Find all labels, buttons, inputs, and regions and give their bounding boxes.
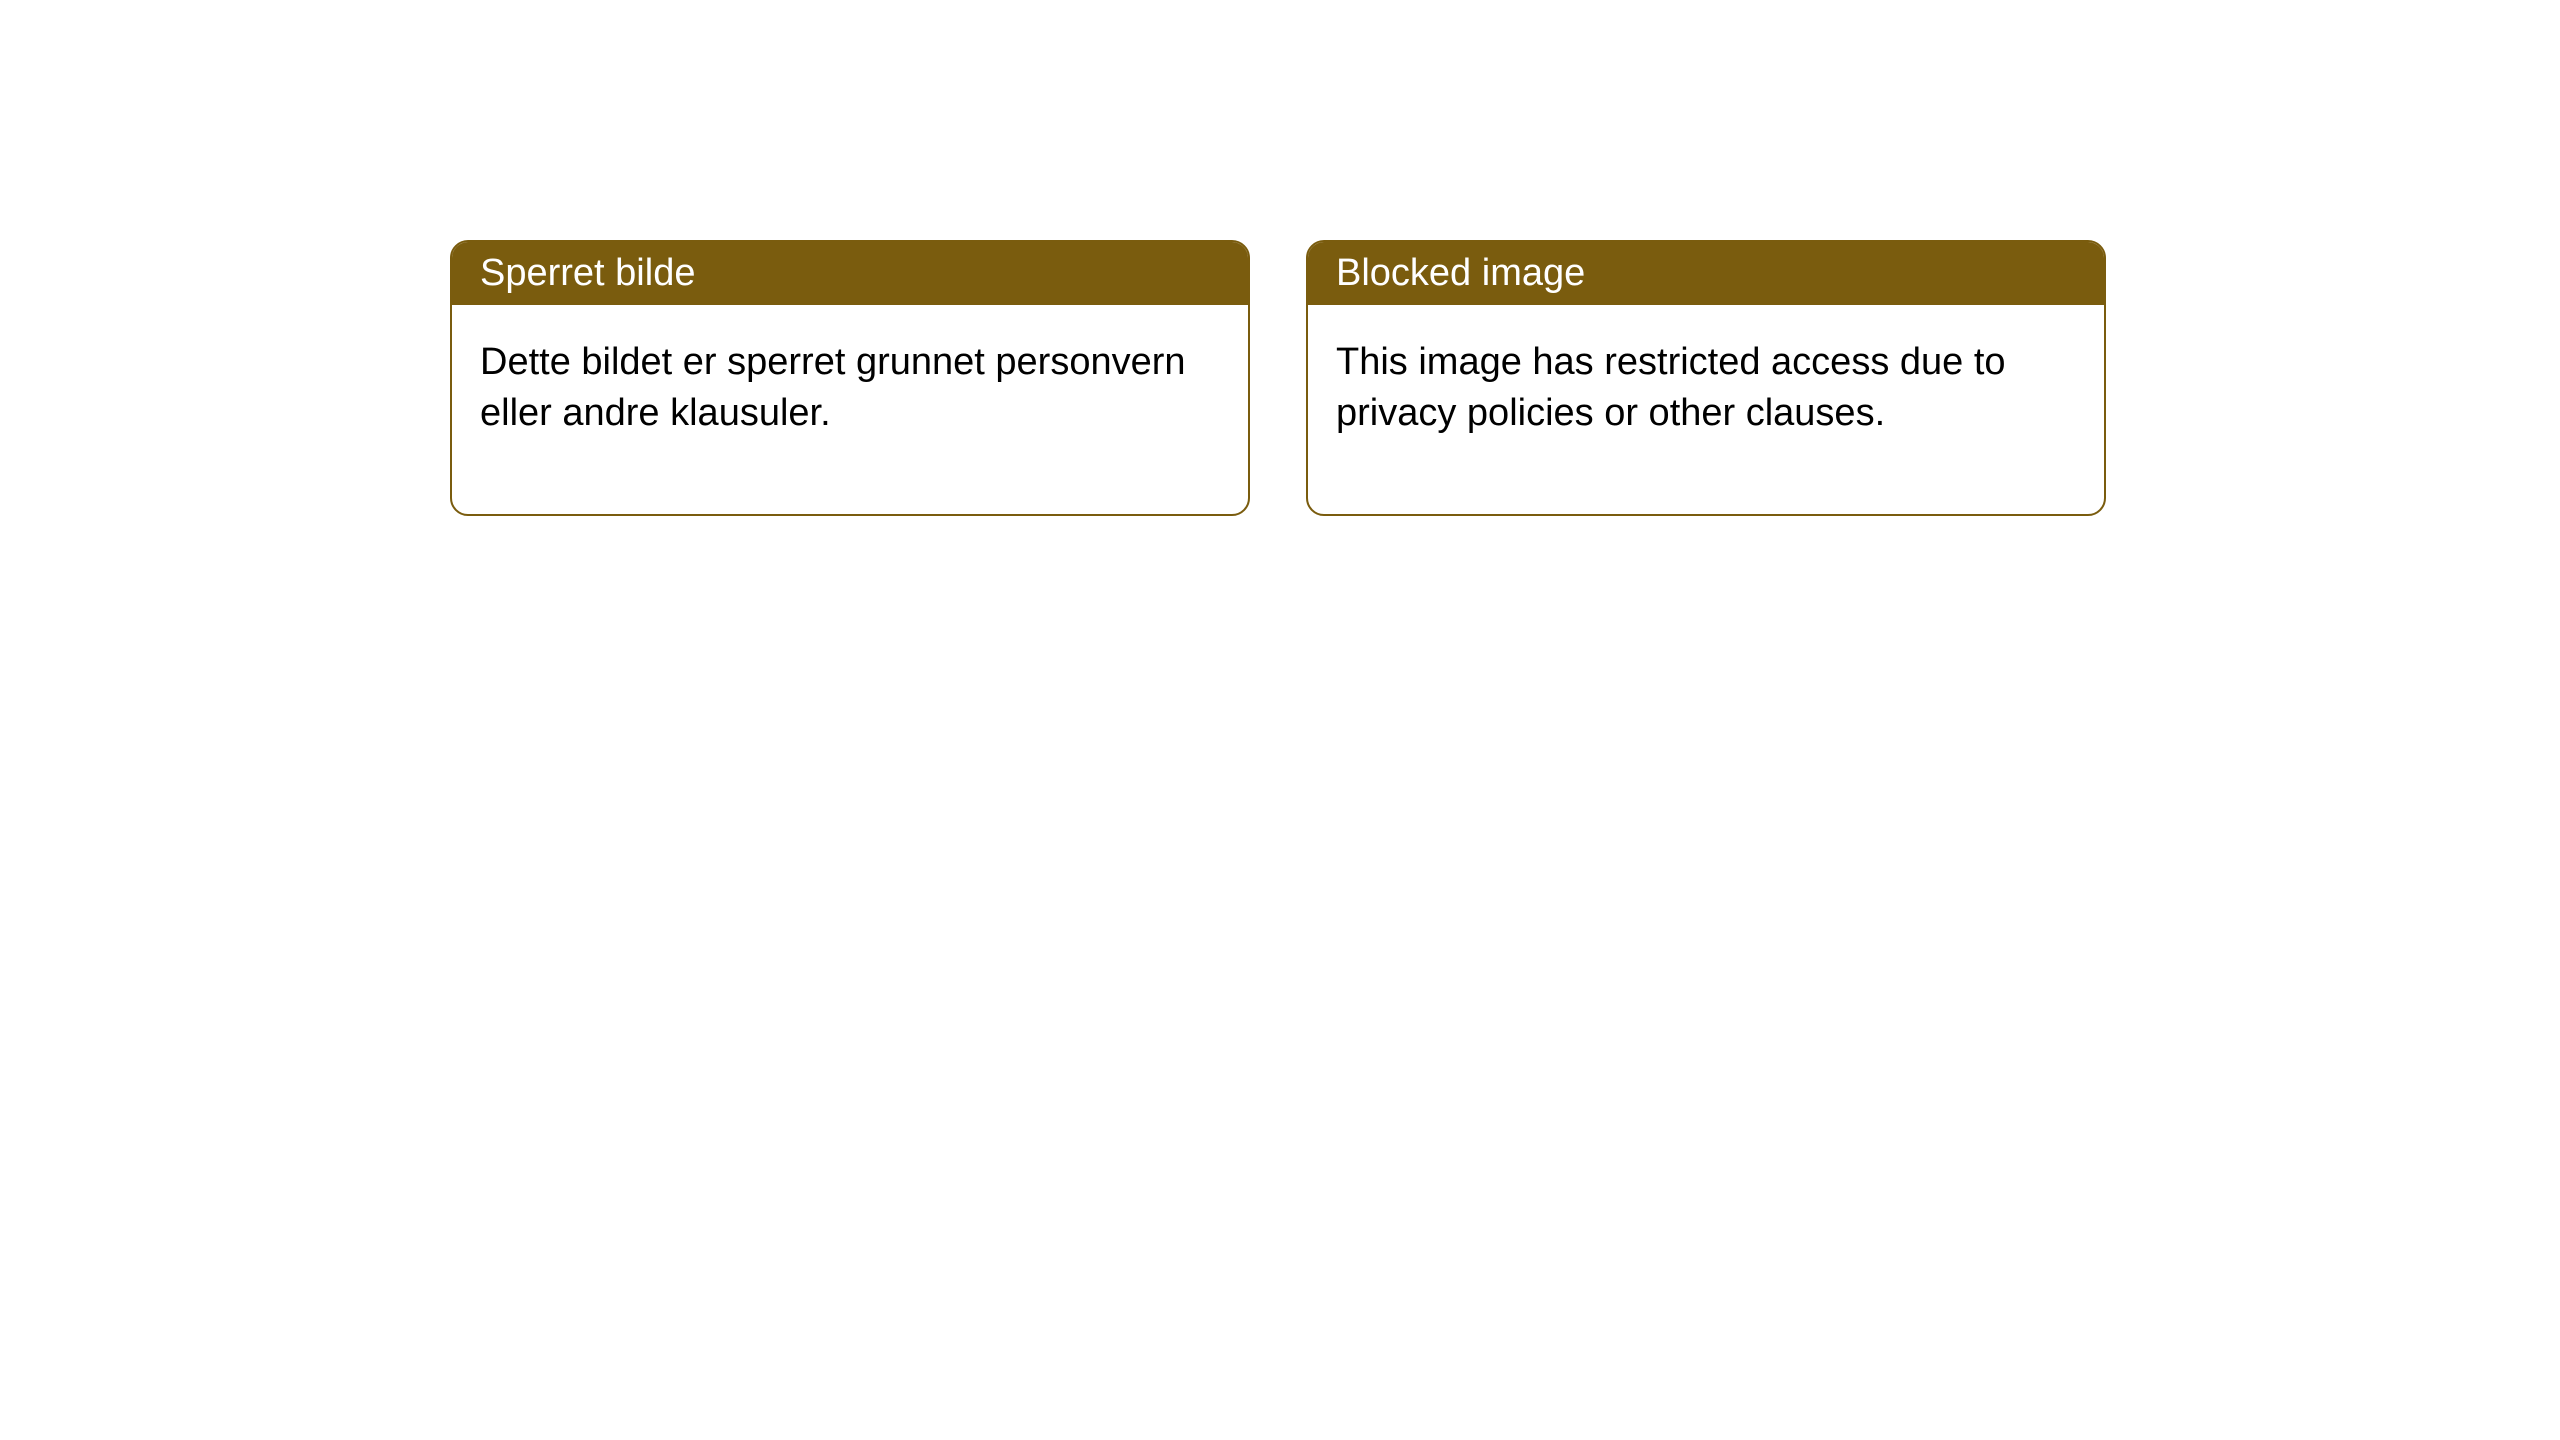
notice-body: Dette bildet er sperret grunnet personve… xyxy=(452,305,1248,514)
notice-card-english: Blocked image This image has restricted … xyxy=(1306,240,2106,516)
notice-body: This image has restricted access due to … xyxy=(1308,305,2104,514)
notice-header: Blocked image xyxy=(1308,242,2104,305)
notice-header: Sperret bilde xyxy=(452,242,1248,305)
notice-card-norwegian: Sperret bilde Dette bildet er sperret gr… xyxy=(450,240,1250,516)
notice-container: Sperret bilde Dette bildet er sperret gr… xyxy=(0,0,2560,516)
